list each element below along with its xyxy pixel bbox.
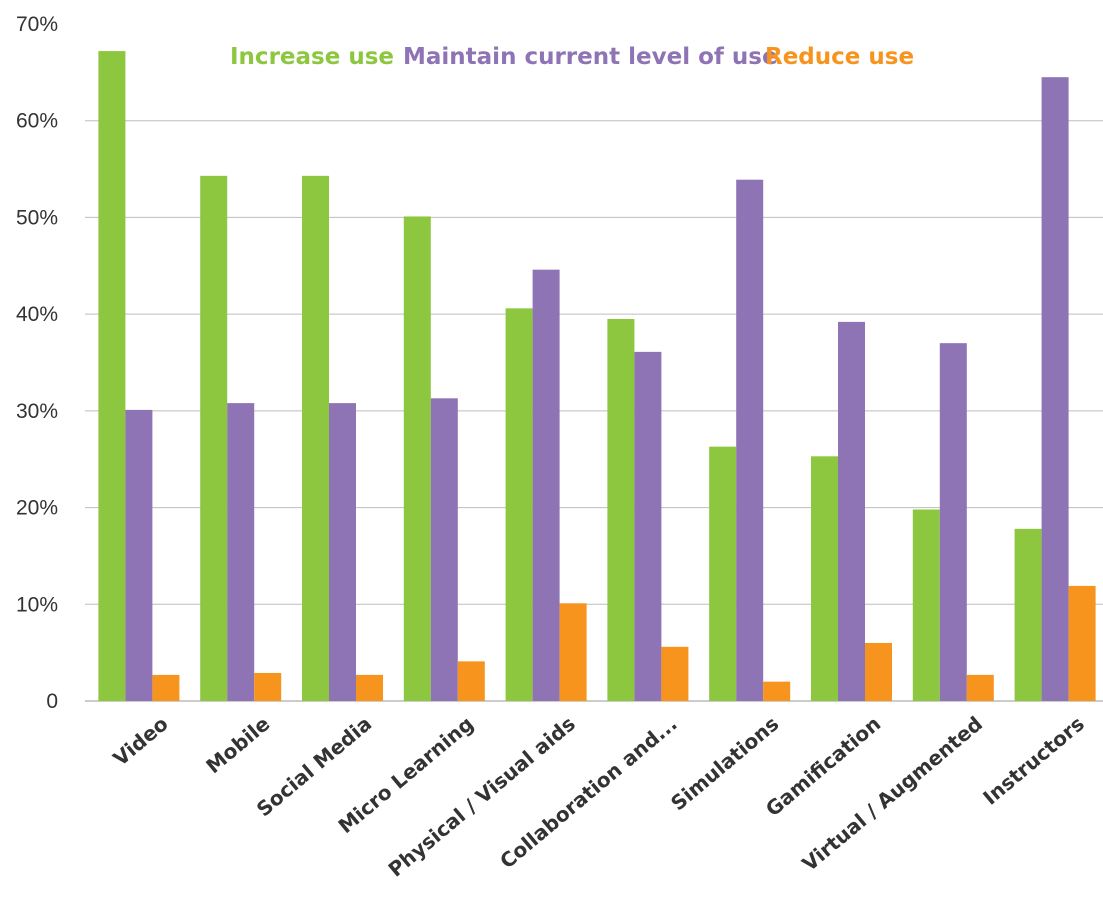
y-tick-label: 70% [16, 13, 58, 36]
bar-maintain-current-level-of-use-4 [532, 269, 560, 701]
y-axis-tick-labels: 0 10% 20% 30% 40% 50% 60% 70% [16, 13, 58, 713]
bar-reduce-use-9 [1068, 585, 1096, 701]
y-tick-label: 0 [46, 690, 58, 713]
bar-increase-use-5 [607, 318, 635, 701]
x-category-label: Virtual / Augmented [797, 711, 987, 876]
bar-increase-use-7 [811, 456, 838, 701]
bar-increase-use-0 [98, 51, 126, 701]
y-tick-label: 10% [16, 593, 58, 616]
bar-maintain-current-level-of-use-7 [838, 321, 865, 701]
bar-maintain-current-level-of-use-5 [634, 351, 662, 701]
y-tick-label: 30% [16, 400, 58, 423]
bar-maintain-current-level-of-use-9 [1041, 77, 1069, 701]
bar-maintain-current-level-of-use-1 [227, 403, 255, 701]
bar-maintain-current-level-of-use-8 [939, 343, 967, 701]
bar-reduce-use-4 [559, 603, 587, 701]
y-tick-label: 20% [16, 497, 58, 520]
bar-reduce-use-5 [661, 646, 689, 701]
x-category-label: Physical / Visual aids [383, 711, 579, 881]
bar-reduce-use-8 [966, 674, 994, 701]
bar-reduce-use-6 [763, 681, 791, 701]
bar-increase-use-8 [912, 509, 940, 701]
bar-maintain-current-level-of-use-0 [125, 409, 153, 701]
y-tick-label: 40% [16, 303, 58, 326]
y-tick-label: 50% [16, 206, 58, 229]
bar-maintain-current-level-of-use-3 [430, 398, 458, 701]
legend-item-increase-use: Increase use [230, 44, 394, 70]
y-tick-label: 60% [16, 110, 58, 133]
bar-increase-use-4 [505, 308, 533, 701]
bar-reduce-use-2 [356, 674, 383, 701]
bar-reduce-use-0 [152, 674, 180, 701]
x-category-label: Instructors [978, 711, 1089, 809]
bars [98, 51, 1096, 701]
legend-item-maintain-current-level-of-use: Maintain current level of use [403, 44, 778, 70]
bar-maintain-current-level-of-use-2 [329, 403, 356, 701]
x-category-label: Collaboration and... [495, 711, 681, 873]
bar-maintain-current-level-of-use-6 [736, 179, 764, 701]
bar-reduce-use-1 [254, 672, 282, 701]
bar-increase-use-6 [709, 446, 737, 701]
legend-item-reduce-use: Reduce use [765, 44, 914, 70]
bar-increase-use-3 [403, 216, 431, 701]
legend: Increase use Maintain current level of u… [230, 44, 914, 70]
bar-reduce-use-7 [865, 642, 892, 701]
x-category-label: Mobile [201, 711, 274, 778]
bar-increase-use-9 [1014, 528, 1042, 701]
x-category-label: Video [108, 711, 172, 770]
bar-reduce-use-3 [457, 661, 485, 701]
bar-increase-use-2 [302, 175, 329, 701]
bar-increase-use-1 [200, 175, 228, 701]
